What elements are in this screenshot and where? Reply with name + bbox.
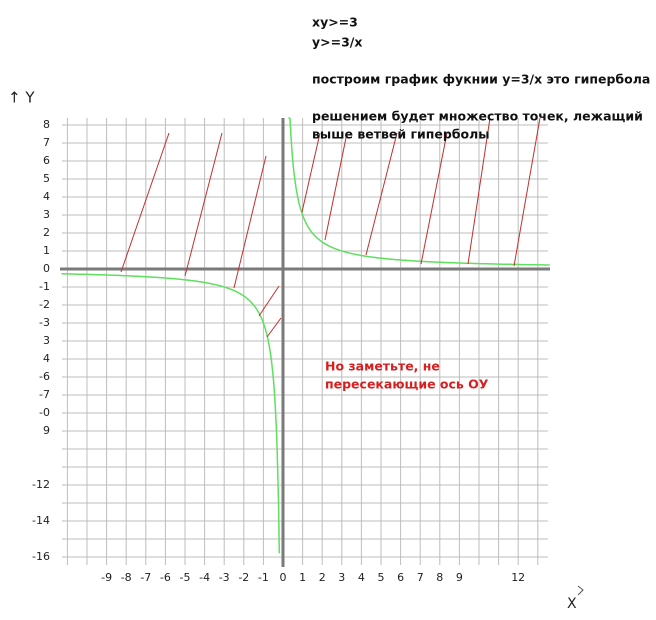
x-tick-label: -9 bbox=[101, 571, 112, 584]
x-tick-label: 0 bbox=[280, 571, 287, 584]
y-tick-label: 4 bbox=[43, 352, 50, 365]
y-axis-label: ↑ Y bbox=[8, 89, 35, 107]
y-tick-label: 7 bbox=[43, 136, 50, 149]
x-tick-label: 5 bbox=[378, 571, 385, 584]
note: выше ветвей гиперболы bbox=[312, 127, 490, 142]
y-tick-label: -0 bbox=[39, 406, 50, 419]
y-tick-label: 3 bbox=[43, 208, 50, 221]
note: xy>=3 bbox=[312, 15, 358, 30]
y-tick-label: 4 bbox=[43, 190, 50, 203]
arrow bbox=[577, 585, 584, 596]
y-tick-label: -3 bbox=[39, 316, 50, 329]
x-tick-label: -5 bbox=[180, 571, 191, 584]
remark: Но заметьте, не bbox=[325, 359, 440, 374]
y-tick-label: -16 bbox=[32, 550, 50, 563]
y-tick-label: 1 bbox=[43, 244, 50, 257]
note: решением будет множество точек, лежащий bbox=[312, 109, 643, 124]
grid bbox=[62, 118, 548, 565]
x-tick-label: -1 bbox=[258, 571, 269, 584]
y-tick-label: 2 bbox=[43, 226, 50, 239]
hatching bbox=[120, 117, 541, 338]
note: построим график фукнии y=3/x это гипербо… bbox=[312, 72, 650, 87]
x-tick-label: -4 bbox=[199, 571, 210, 584]
x-tick-label: 3 bbox=[338, 571, 345, 584]
y-tick-label: -1 bbox=[39, 280, 50, 293]
y-tick-label: 6 bbox=[43, 154, 50, 167]
x-tick-label: -6 bbox=[160, 571, 171, 584]
x-tick-label: 8 bbox=[436, 571, 443, 584]
x-tick-label: -2 bbox=[238, 571, 249, 584]
y-tick-label: 9 bbox=[43, 424, 50, 437]
y-tick-label: -7 bbox=[39, 388, 50, 401]
y-tick-label: 0 bbox=[43, 262, 50, 275]
y-tick-label: -14 bbox=[32, 514, 50, 527]
y-tick-label: 5 bbox=[43, 172, 50, 185]
y-tick-label: -2 bbox=[39, 298, 50, 311]
hyperbola-branch bbox=[61, 273, 281, 554]
x-tick-label: 7 bbox=[417, 571, 424, 584]
note: y>=3/x bbox=[312, 35, 362, 50]
x-tick-label: 4 bbox=[358, 571, 365, 584]
y-tick-label: -6 bbox=[39, 370, 50, 383]
y-tick-label: 3 bbox=[43, 334, 50, 347]
remark: пересекающие ось ОУ bbox=[325, 377, 489, 392]
y-tick-label: -12 bbox=[32, 478, 50, 491]
x-tick-label: 6 bbox=[397, 571, 404, 584]
x-tick-label: 1 bbox=[299, 571, 306, 584]
y-tick-label: 8 bbox=[43, 118, 50, 131]
x-tick-label: -3 bbox=[219, 571, 230, 584]
x-tick-label: 9 bbox=[456, 571, 463, 584]
hyperbola-branch bbox=[288, 117, 550, 266]
x-tick-label: -8 bbox=[121, 571, 132, 584]
x-tick-label: 12 bbox=[511, 571, 525, 584]
x-axis-label: X bbox=[567, 596, 577, 612]
x-tick-label: 2 bbox=[319, 571, 326, 584]
x-tick-label: -7 bbox=[140, 571, 151, 584]
